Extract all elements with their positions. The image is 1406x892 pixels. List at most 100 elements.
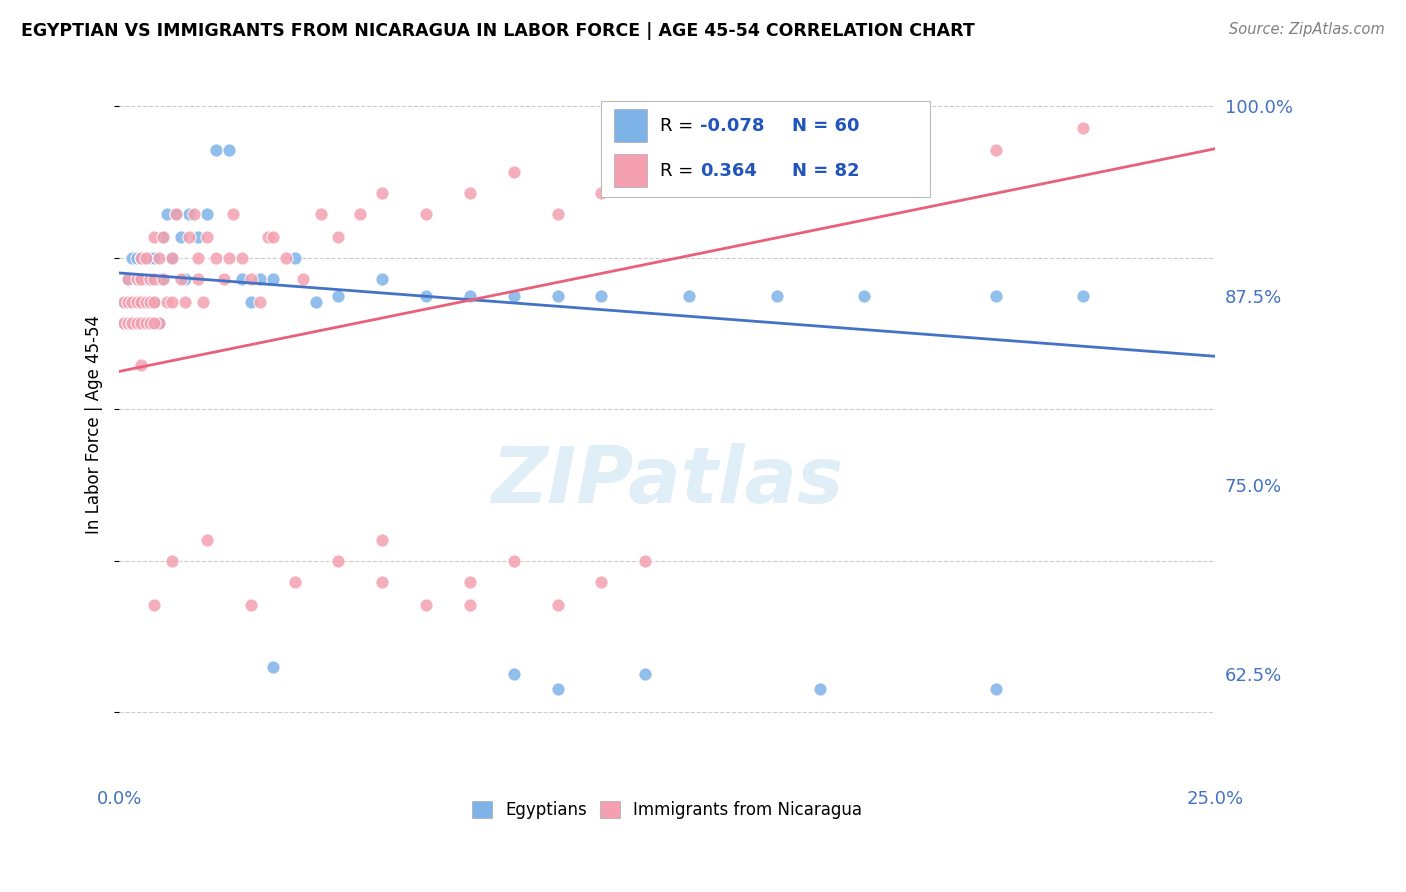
Point — [218, 143, 240, 157]
Point — [502, 667, 524, 681]
Point — [547, 682, 569, 697]
Point — [262, 659, 284, 673]
Point — [143, 272, 166, 286]
Point — [129, 272, 152, 286]
Point — [591, 574, 613, 589]
Point — [187, 272, 209, 286]
Point — [112, 294, 135, 309]
Point — [135, 294, 157, 309]
Point — [129, 316, 152, 330]
Point — [187, 229, 209, 244]
Point — [139, 294, 162, 309]
Point — [191, 294, 214, 309]
Point — [853, 288, 876, 302]
Point — [121, 251, 143, 265]
Point — [218, 251, 240, 265]
Point — [239, 598, 262, 612]
Point — [143, 316, 166, 330]
Point — [135, 251, 157, 265]
Point — [231, 251, 253, 265]
Point — [143, 294, 166, 309]
Point — [222, 207, 245, 221]
Point — [139, 272, 162, 286]
Point — [292, 272, 315, 286]
Point — [179, 207, 201, 221]
Point — [156, 294, 179, 309]
Point — [143, 229, 166, 244]
Point — [112, 294, 135, 309]
Point — [984, 682, 1007, 697]
Point — [112, 316, 135, 330]
Point — [129, 251, 152, 265]
Point — [174, 272, 197, 286]
Point — [415, 288, 437, 302]
Point — [195, 229, 218, 244]
Point — [148, 272, 170, 286]
Point — [262, 229, 284, 244]
Point — [257, 229, 280, 244]
Point — [591, 186, 613, 200]
Point — [1073, 120, 1095, 135]
Point — [249, 294, 271, 309]
Point — [174, 294, 197, 309]
Point — [187, 251, 209, 265]
Point — [125, 294, 148, 309]
Point — [328, 554, 350, 568]
Point — [129, 359, 152, 373]
Point — [121, 316, 143, 330]
Point — [121, 316, 143, 330]
Point — [129, 251, 152, 265]
Point — [458, 598, 481, 612]
Point — [415, 598, 437, 612]
Point — [458, 288, 481, 302]
Point — [305, 294, 328, 309]
Point — [125, 316, 148, 330]
Point — [502, 554, 524, 568]
Y-axis label: In Labor Force | Age 45-54: In Labor Force | Age 45-54 — [86, 315, 103, 534]
Point — [148, 316, 170, 330]
Point — [195, 533, 218, 547]
Point — [678, 288, 700, 302]
Point — [121, 294, 143, 309]
Point — [547, 598, 569, 612]
Point — [458, 574, 481, 589]
Point — [156, 207, 179, 221]
Point — [214, 272, 236, 286]
Point — [160, 251, 183, 265]
Text: ZIPatlas: ZIPatlas — [491, 443, 844, 519]
Point — [160, 251, 183, 265]
Point — [458, 186, 481, 200]
Point — [231, 272, 253, 286]
Point — [195, 207, 218, 221]
Point — [135, 272, 157, 286]
Point — [204, 143, 226, 157]
Point — [502, 288, 524, 302]
Point — [284, 574, 307, 589]
Point — [415, 207, 437, 221]
Point — [152, 229, 174, 244]
Point — [135, 316, 157, 330]
Point — [984, 143, 1007, 157]
Point — [810, 682, 832, 697]
Point — [371, 186, 394, 200]
Point — [129, 316, 152, 330]
Point — [169, 272, 191, 286]
Point — [1073, 288, 1095, 302]
Point — [249, 272, 271, 286]
Point — [239, 272, 262, 286]
Point — [502, 164, 524, 178]
Point — [165, 207, 187, 221]
Point — [183, 207, 205, 221]
Point — [125, 272, 148, 286]
Point — [262, 272, 284, 286]
Point — [309, 207, 332, 221]
Point — [165, 207, 187, 221]
Point — [135, 294, 157, 309]
Point — [204, 251, 226, 265]
Point — [371, 574, 394, 589]
Point — [117, 272, 139, 286]
Point — [117, 294, 139, 309]
Point — [117, 316, 139, 330]
Point — [121, 294, 143, 309]
Point — [547, 288, 569, 302]
